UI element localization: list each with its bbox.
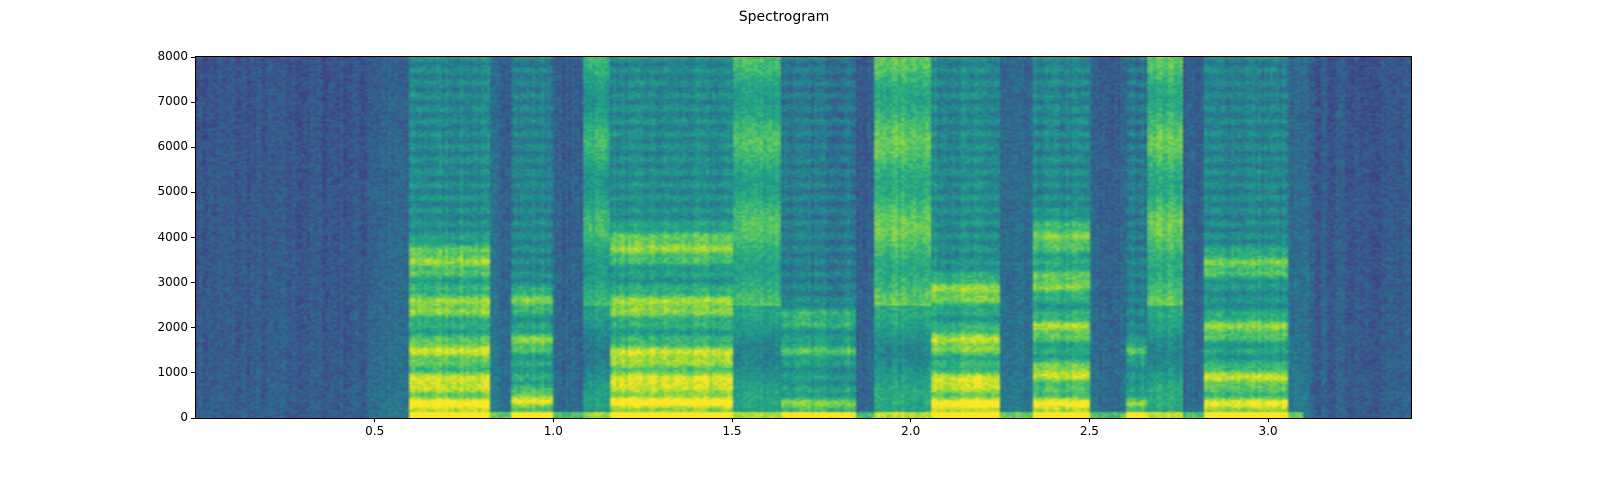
axes-frame bbox=[195, 56, 1412, 419]
y-tick-label: 5000 bbox=[157, 184, 188, 199]
chart-title: Spectrogram bbox=[738, 9, 830, 25]
y-tick bbox=[191, 372, 195, 374]
x-tick-label: 2.0 bbox=[901, 424, 921, 438]
y-tick bbox=[191, 56, 195, 58]
x-tick bbox=[552, 418, 554, 422]
x-tick-label: 2.5 bbox=[1079, 424, 1099, 438]
y-tick-label: 1000 bbox=[157, 364, 188, 379]
y-tick bbox=[191, 191, 195, 193]
x-tick bbox=[910, 418, 912, 422]
x-tick-label: 0.5 bbox=[365, 424, 385, 438]
y-tick-label: 4000 bbox=[157, 229, 188, 244]
y-tick bbox=[191, 101, 195, 103]
y-tick bbox=[191, 237, 195, 238]
x-tick bbox=[731, 418, 733, 422]
spectrogram-heatmap bbox=[196, 57, 1411, 418]
x-tick bbox=[374, 418, 376, 422]
y-tick bbox=[191, 146, 195, 148]
y-tick-label: 3000 bbox=[157, 274, 188, 289]
y-tick bbox=[191, 417, 195, 419]
y-tick-label: 0 bbox=[180, 410, 188, 424]
y-tick-label: 7000 bbox=[157, 94, 188, 109]
y-tick-label: 8000 bbox=[157, 49, 188, 63]
x-tick-label: 3.0 bbox=[1258, 424, 1278, 438]
y-tick bbox=[191, 282, 195, 284]
plot-area bbox=[196, 57, 1411, 418]
x-tick-label: 1.0 bbox=[543, 424, 563, 438]
x-tick bbox=[1088, 418, 1090, 422]
x-tick bbox=[1267, 418, 1269, 422]
y-tick-label: 6000 bbox=[157, 139, 188, 154]
x-tick-label: 1.5 bbox=[722, 424, 742, 438]
y-tick-label: 2000 bbox=[157, 319, 188, 334]
y-tick bbox=[191, 327, 195, 329]
